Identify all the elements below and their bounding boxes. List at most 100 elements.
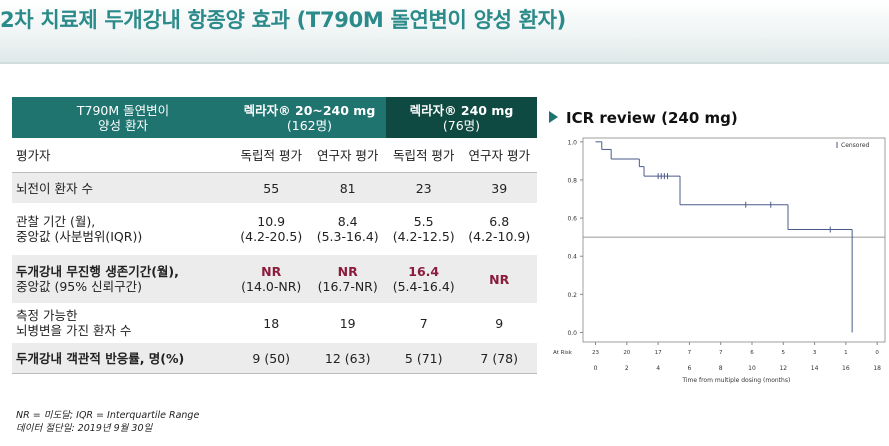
table-row: 두개강내 객관적 반응률, 명(%) 9 (50) 12 (63) 5 (71) 7 (… [12,343,537,374]
cell-text: 23 [415,180,432,196]
table-cell: 6.8 (4.2-10.9) [461,203,537,255]
table-cell: 16.4 (5.4-16.4) [385,255,462,303]
subheader-cell: 연구자 평가 [461,138,537,173]
at-risk-count: 17 [655,350,662,356]
cell-text: 뇌전이 환자 수 [16,180,93,196]
table-cell: 23 [385,172,462,203]
table-cell: 9 (50) [233,343,310,374]
table-cell: 9 [461,303,537,343]
cell-text: NR [489,271,510,287]
table-cell: 뇌전이 환자 수 [12,172,233,203]
at-risk-count: 7 [719,350,723,356]
y-tick-label: 0.6 [567,216,577,223]
table-cell: 7 [386,303,462,343]
header-row: T790M 돌연변이 양성 환자 렉라자® 20~240 mg (162명) 렉라자® … [12,97,537,138]
header-cell: T790M 돌연변이 양성 환자 [12,97,233,138]
cell-text: 16.4 [408,264,440,279]
cell-text: 측정 가능한 [16,308,78,323]
footnotes: NR = 미도달; IQR = Interquartile Range 데이터 절… [16,409,199,435]
header-text: 양성 환자 [98,117,148,133]
cell-text: 7 [419,315,428,331]
x-axis-label: Time from multiple dosing (months) [681,377,790,384]
header-cell: 렉라자® 240 mg (76명) [385,97,537,138]
at-risk-count: 1 [844,350,848,356]
y-tick-label: 0.0 [567,330,577,337]
at-risk-count: 6 [750,350,754,356]
table-row: 뇌전이 환자 수 55 81 23 39 [12,172,537,203]
cell-text: 5.5 [413,214,434,229]
header-text: (162명) [286,117,333,133]
header-cell: 렉라자® 20~240 mg (162명) [233,97,386,138]
cell-text: (4.2-20.5) [240,229,303,244]
table-cell: NR (14.0-NR) [233,255,310,303]
cell-text: 뇌병변을 가진 환자 수 [16,323,132,338]
header-text: (76명) [442,117,481,133]
table-cell: 19 [309,303,385,343]
table-cell: 55 [233,172,310,203]
header-text: T790M 돌연변이 [76,102,170,118]
at-risk-count: 23 [592,350,599,356]
cell-text: 9 [495,315,504,331]
table: T790M 돌연변이 양성 환자 렉라자® 20~240 mg (162명) 렉라자® … [12,97,537,374]
table-cell: 12 (63) [309,343,386,374]
legend-label: Censored [841,142,870,149]
x-tick-label: 16 [842,365,850,372]
cell-text: (16.7-NR) [317,279,378,294]
cell-text: 5 (71) [404,350,443,366]
at-risk-count: 20 [623,350,630,356]
cell-text: 9 (50) [252,350,291,366]
header-text: 렉라자® 20~240 mg [243,102,376,118]
table-cell: 18 [233,303,309,343]
cell-text: 12 (63) [324,350,371,366]
at-risk-count: 3 [813,350,817,356]
cell-text: NR [337,264,358,279]
table-cell: 측정 가능한 뇌병변을 가진 환자 수 [12,303,233,343]
table-cell: 39 [461,172,537,203]
cell-text: (5.3-16.4) [316,229,379,244]
table-cell: 8.4 (5.3-16.4) [309,203,385,255]
cell-text: 8.4 [337,214,358,229]
table-cell: 10.9 (4.2-20.5) [233,203,309,255]
x-tick-label: 0 [594,365,598,372]
table-cell: 관찰 기간 (월), 중앙값 (사분범위(IQR)) [12,203,233,255]
arrow-icon [549,111,558,123]
footnote: 데이터 절단일: 2019년 9월 30일 [16,423,153,434]
cell-text: 중앙값 (95% 신뢰구간) [16,279,142,294]
table-cell: 5.5 (4.2-12.5) [386,203,462,255]
cell-text: 55 [263,180,280,196]
table-cell: NR [461,255,537,303]
cell-text: 10.9 [257,214,286,229]
cell-text: 19 [339,315,356,331]
cell-text: (14.0-NR) [241,279,302,294]
cell-text: 39 [491,180,508,196]
table-cell: 5 (71) [385,343,462,374]
plot-frame [582,137,886,343]
subheader-row: 평가자 독립적 평가 연구자 평가 독립적 평가 연구자 평가 [12,138,537,173]
header-text: 렉라자® 240 mg [409,102,514,118]
cell-text: 18 [263,315,280,331]
footnote: NR = 미도달; IQR = Interquartile Range [16,410,200,421]
subheader-cell: 연구자 평가 [309,138,386,173]
x-tick-label: 14 [811,365,819,372]
at-risk-count: 0 [875,350,879,356]
y-tick-label: 0.2 [567,292,577,299]
y-tick-label: 0.8 [567,177,577,184]
table-row: 측정 가능한 뇌병변을 가진 환자 수 18 19 7 9 [12,303,537,343]
y-tick-label: 0.4 [567,254,577,261]
cell-text: 6.8 [489,214,510,229]
table-cell: 두개강내 무진행 생존기간(월), 중앙값 (95% 신뢰구간) [12,255,233,303]
x-tick-label: 6 [687,365,691,372]
cell-text: 두개강내 객관적 반응률, 명(%) [16,350,185,366]
table-cell: 81 [309,172,386,203]
x-tick-label: 18 [873,365,881,372]
at-risk-count: 5 [782,350,786,356]
cell-text: 관찰 기간 (월), [16,214,96,229]
subheader-cell: 독립적 평가 [385,138,462,173]
at-risk-label: At Risk [553,350,573,356]
cell-text: 7 (78) [480,350,519,366]
cell-text: (5.4-16.4) [392,279,455,294]
table-row: 관찰 기간 (월), 중앙값 (사분범위(IQR)) 10.9 (4.2-20.5) 8… [12,203,537,255]
x-tick-label: 12 [779,365,787,372]
at-risk-count: 7 [688,350,692,356]
chart-title: ICR review (240 mg) [566,109,738,127]
